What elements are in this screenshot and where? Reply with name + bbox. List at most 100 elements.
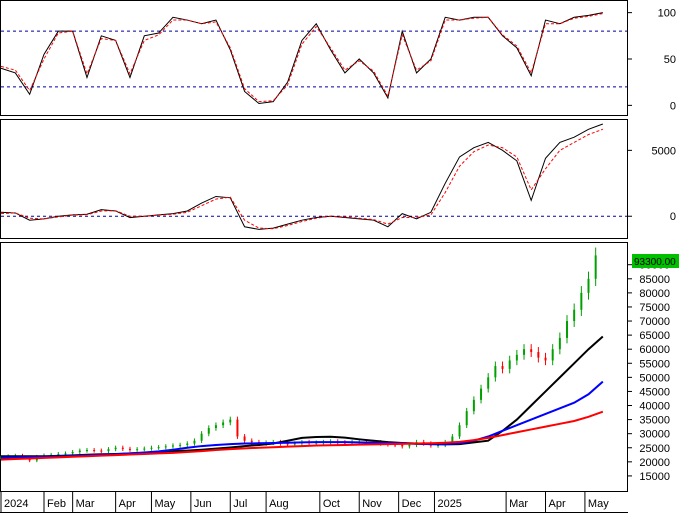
price-candle-body: [207, 428, 210, 434]
price-candle-body: [236, 419, 239, 437]
price-candle-body: [171, 445, 174, 447]
momentum-y-tick-label: 5000: [652, 145, 676, 157]
price-candle-body: [523, 349, 526, 355]
price-candle-body: [451, 436, 454, 443]
x-tick-label: Dec: [402, 498, 422, 510]
price-y-tick-label: 45000: [639, 386, 670, 398]
price-candle-body: [286, 443, 289, 445]
price-candle-body: [515, 354, 518, 361]
price-y-tick-label: 15000: [639, 471, 670, 483]
price-candle-body: [401, 444, 404, 447]
x-tick-label: Apr: [549, 498, 566, 510]
momentum-series-line-0: [0, 123, 604, 230]
price-candle-body: [494, 366, 497, 378]
price-candle-body: [293, 443, 296, 445]
stochastic-series-line-0: [0, 12, 603, 105]
momentum-y-tick-label: 0: [670, 211, 676, 223]
x-tick-label: Aug: [269, 498, 289, 510]
x-tick-label: Mar: [509, 498, 528, 510]
last-price-label: 93300.00: [634, 257, 676, 268]
price-candle-body: [214, 425, 217, 429]
price-y-tick-label: 75000: [639, 302, 670, 314]
price-candle-body: [114, 447, 117, 450]
price-candle-body: [573, 309, 576, 322]
momentum-series-line-1: [0, 128, 604, 230]
price-candle-body: [537, 352, 540, 358]
price-candle-body: [150, 447, 153, 449]
stochastic-y-tick-label: 50: [664, 54, 676, 66]
price-candle-body: [200, 433, 203, 441]
price-candle-body: [85, 450, 88, 452]
price-candle-body: [580, 292, 583, 310]
price-candle-body: [501, 366, 504, 369]
price-candle-body: [408, 444, 411, 447]
price-candle-body: [530, 349, 533, 353]
price-candle-body: [243, 436, 246, 441]
price-candle-body: [587, 278, 590, 293]
price-candle-body: [437, 444, 440, 446]
price-candle-body: [128, 448, 131, 450]
price-candle-body: [64, 453, 67, 455]
x-tick-label: May: [588, 498, 609, 510]
stochastic-y-tick-label: 0: [670, 100, 676, 112]
stochastic-y-tick-label: 100: [658, 8, 676, 20]
price-y-tick-label: 40000: [639, 401, 670, 413]
momentum-panel-frame: [0, 119, 628, 239]
x-tick-label: Mar: [76, 498, 95, 510]
x-tick-label: Oct: [323, 498, 340, 510]
price-candle-body: [229, 419, 232, 423]
price-candle-body: [0, 457, 2, 459]
price-y-tick-label: 80000: [639, 288, 670, 300]
price-candle-body: [558, 337, 561, 350]
price-y-tick-label: 35000: [639, 415, 670, 427]
price-y-tick-label: 60000: [639, 344, 670, 356]
price-y-tick-label: 65000: [639, 330, 670, 342]
price-candle-body: [193, 440, 196, 444]
price-candle-body: [465, 411, 468, 426]
price-candle-body: [121, 447, 124, 449]
x-tick-label: Apr: [119, 498, 136, 510]
price-candle-body: [57, 453, 60, 455]
price-candle-body: [250, 440, 253, 443]
x-tick-label: Jun: [194, 498, 212, 510]
price-y-tick-label: 25000: [639, 443, 670, 455]
price-candle-body: [107, 449, 110, 452]
price-candle-body: [136, 449, 139, 451]
x-tick-label: May: [154, 498, 175, 510]
price-y-tick-label: 20000: [639, 457, 670, 469]
price-candle-body: [480, 388, 483, 400]
x-tick-label: 2024: [4, 498, 28, 510]
price-candle-body: [458, 425, 461, 437]
price-candle-body: [78, 450, 81, 452]
price-y-tick-label: 55000: [639, 358, 670, 370]
price-candle-body: [508, 360, 511, 369]
price-candle-body: [222, 422, 225, 426]
x-tick-label: Jul: [233, 498, 247, 510]
price-candle-body: [472, 399, 475, 412]
price-candle-body: [100, 450, 103, 452]
price-candle-body: [164, 446, 167, 448]
price-y-tick-label: 50000: [639, 372, 670, 384]
last-price-tag: [632, 254, 679, 268]
x-tick-label: 2025: [437, 498, 461, 510]
price-candle-body: [594, 255, 597, 279]
price-candle-body: [487, 377, 490, 389]
price-candle-body: [566, 321, 569, 338]
x-tick-label: Feb: [47, 498, 66, 510]
price-candle-body: [186, 443, 189, 445]
price-candle-body: [551, 349, 554, 361]
price-candle-body: [544, 357, 547, 361]
x-tick-label: Nov: [362, 498, 382, 510]
price-y-tick-label: 85000: [639, 274, 670, 286]
stochastic-series-line-1: [0, 13, 603, 103]
price-candle-body: [315, 442, 318, 444]
price-candle-body: [143, 448, 146, 450]
price-candle-body: [179, 444, 182, 446]
price-candle-body: [157, 447, 160, 449]
price-moving-average-2: [0, 410, 604, 461]
price-y-tick-label: 70000: [639, 316, 670, 328]
price-moving-average-0: [1, 335, 604, 458]
price-candle-body: [93, 450, 96, 452]
